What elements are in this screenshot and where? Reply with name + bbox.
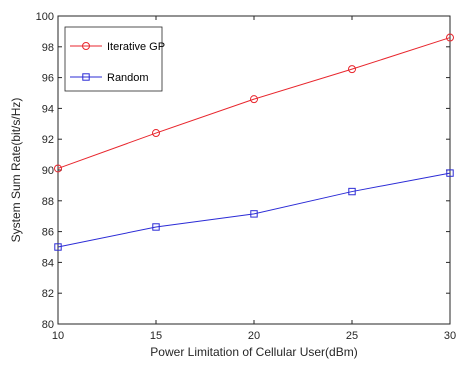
y-tick-label: 98 [42, 42, 54, 54]
legend-entries: Iterative GP Random [70, 41, 165, 84]
y-axis-label: System Sum Rate(bit/s/Hz) [9, 98, 23, 243]
x-tick-label: 15 [150, 330, 162, 342]
y-tick-label: 96 [42, 73, 54, 85]
x-tick-label: 20 [248, 330, 260, 342]
ticks-layer: 80 82 84 86 88 90 92 94 96 98 100 10 15 20 25 30 [36, 11, 456, 342]
data-point-random [446, 169, 454, 177]
data-point-iterative-gp [250, 95, 258, 104]
y-tick-label: 92 [42, 134, 54, 146]
data-point-iterative-gp [152, 129, 160, 138]
data-point-iterative-gp [446, 33, 454, 42]
legend-label-random: Random [107, 72, 149, 84]
data-point-random [54, 243, 62, 251]
series-line-iterative-gp [57, 37, 451, 169]
y-tick-label: 100 [36, 11, 54, 23]
y-tick-label: 94 [42, 103, 54, 115]
legend-marker-iterative-gp [82, 42, 90, 50]
data-point-random [152, 223, 160, 231]
y-tick-label: 90 [42, 165, 54, 177]
y-tick-label: 88 [42, 196, 54, 208]
series-layer [54, 33, 454, 251]
y-tick-label: 86 [42, 227, 54, 239]
series-line-random [57, 172, 451, 248]
legend-label-iterative-gp: Iterative GP [107, 41, 165, 53]
data-point-random [250, 210, 258, 218]
data-point-random [348, 187, 356, 196]
y-tick-label: 84 [42, 257, 54, 269]
x-tick-label: 10 [52, 330, 64, 342]
x-tick-label: 25 [346, 330, 358, 342]
legend-box [64, 26, 163, 92]
data-point-iterative-gp [348, 65, 356, 74]
legend-marker-random [82, 73, 90, 81]
data-point-iterative-gp [54, 164, 62, 173]
legend: Iterative GP Random [64, 26, 165, 92]
y-tick-label: 82 [42, 288, 54, 300]
y-tick-label: 80 [42, 319, 54, 331]
x-axis-label: Power Limitation of Cellular User(dBm) [150, 345, 357, 359]
x-tick-label: 30 [444, 330, 456, 342]
